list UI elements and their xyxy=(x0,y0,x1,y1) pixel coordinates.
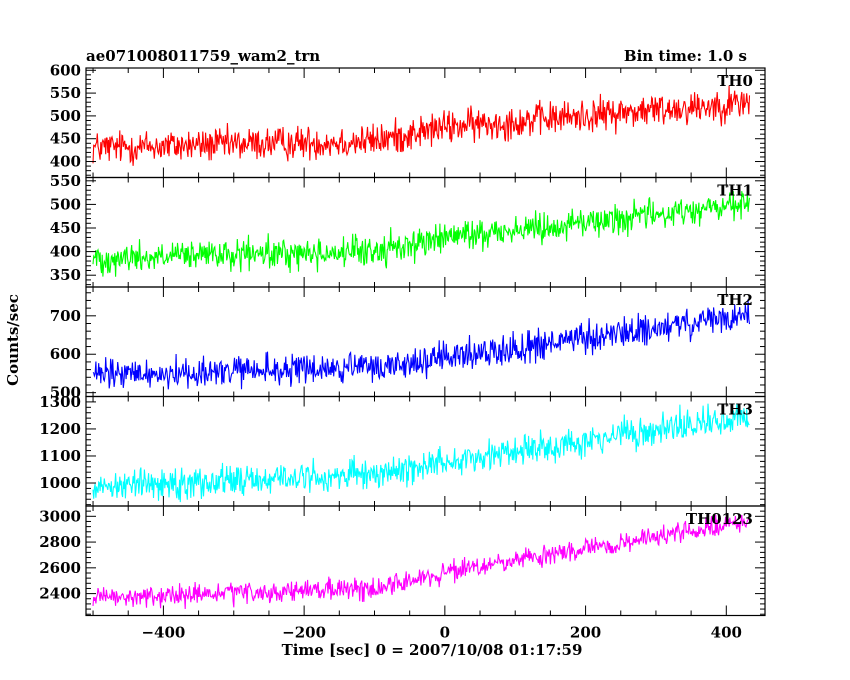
y-tick-label: 1200 xyxy=(39,420,81,438)
series-line-th1 xyxy=(92,191,751,277)
y-tick-label: 500 xyxy=(50,195,81,213)
bin-time-label: Bin time: 1.0 s xyxy=(624,47,747,65)
panels-group: 400 450 500 550 600 TH0 350 400 450 500 550 TH1 500 6… xyxy=(39,61,766,642)
panel-frame-th1 xyxy=(85,176,766,288)
y-tick-label: 400 xyxy=(50,243,81,261)
y-tick-label: 500 xyxy=(50,107,81,125)
x-tick-label: −200 xyxy=(282,624,326,642)
y-tick-label: 2600 xyxy=(39,559,81,577)
y-tick-label: 350 xyxy=(50,266,81,284)
x-tick-label: −400 xyxy=(141,624,185,642)
y-tick-label: 3000 xyxy=(39,507,81,525)
y-tick-label: 2800 xyxy=(39,533,81,551)
y-tick-label: 2400 xyxy=(39,585,81,603)
y-tick-label: 550 xyxy=(50,172,81,190)
panel-label-th0: TH0 xyxy=(717,72,753,90)
y-tick-label: 500 xyxy=(50,384,81,402)
panel-label-th1: TH1 xyxy=(717,182,753,200)
y-tick-label: 450 xyxy=(50,130,81,148)
y-tick-label: 400 xyxy=(50,153,81,171)
series-line-th3 xyxy=(92,403,750,503)
series-line-th0123 xyxy=(92,514,751,610)
y-tick-label: 1100 xyxy=(39,447,81,465)
y-tick-label: 1300 xyxy=(39,393,81,411)
panel-frame-th0123 xyxy=(85,505,766,617)
x-axis-label: Time [sec] 0 = 2007/10/08 01:17:59 xyxy=(282,641,583,659)
y-tick-label: 450 xyxy=(50,219,81,237)
panel-label-th2: TH2 xyxy=(717,291,753,309)
series-line-th0 xyxy=(92,85,751,166)
y-tick-label: 1000 xyxy=(39,474,81,492)
y-tick-label: 550 xyxy=(50,84,81,102)
panel-label-th0123: TH0123 xyxy=(686,510,753,528)
plot-title: ae071008011759_wam2_trn xyxy=(86,47,320,65)
x-tick-label: 400 xyxy=(711,624,742,642)
panel-label-th3: TH3 xyxy=(717,401,753,419)
x-tick-label: 200 xyxy=(570,624,601,642)
series-line-th2 xyxy=(92,299,751,390)
y-tick-label: 600 xyxy=(50,345,81,363)
y-axis-label: Counts/sec xyxy=(4,294,22,386)
y-tick-label: 600 xyxy=(50,61,81,79)
x-tick-label: 0 xyxy=(440,624,450,642)
y-tick-label: 700 xyxy=(50,307,81,325)
